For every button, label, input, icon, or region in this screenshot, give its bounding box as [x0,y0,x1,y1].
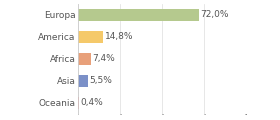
Text: 7,4%: 7,4% [92,54,115,63]
Text: 5,5%: 5,5% [89,76,112,85]
Bar [78,75,88,87]
Bar [78,53,91,65]
Text: 0,4%: 0,4% [80,98,103,107]
Bar [78,97,79,109]
Text: 72,0%: 72,0% [201,10,229,19]
Bar [78,31,103,43]
Text: 14,8%: 14,8% [105,32,133,41]
Bar [78,9,199,21]
